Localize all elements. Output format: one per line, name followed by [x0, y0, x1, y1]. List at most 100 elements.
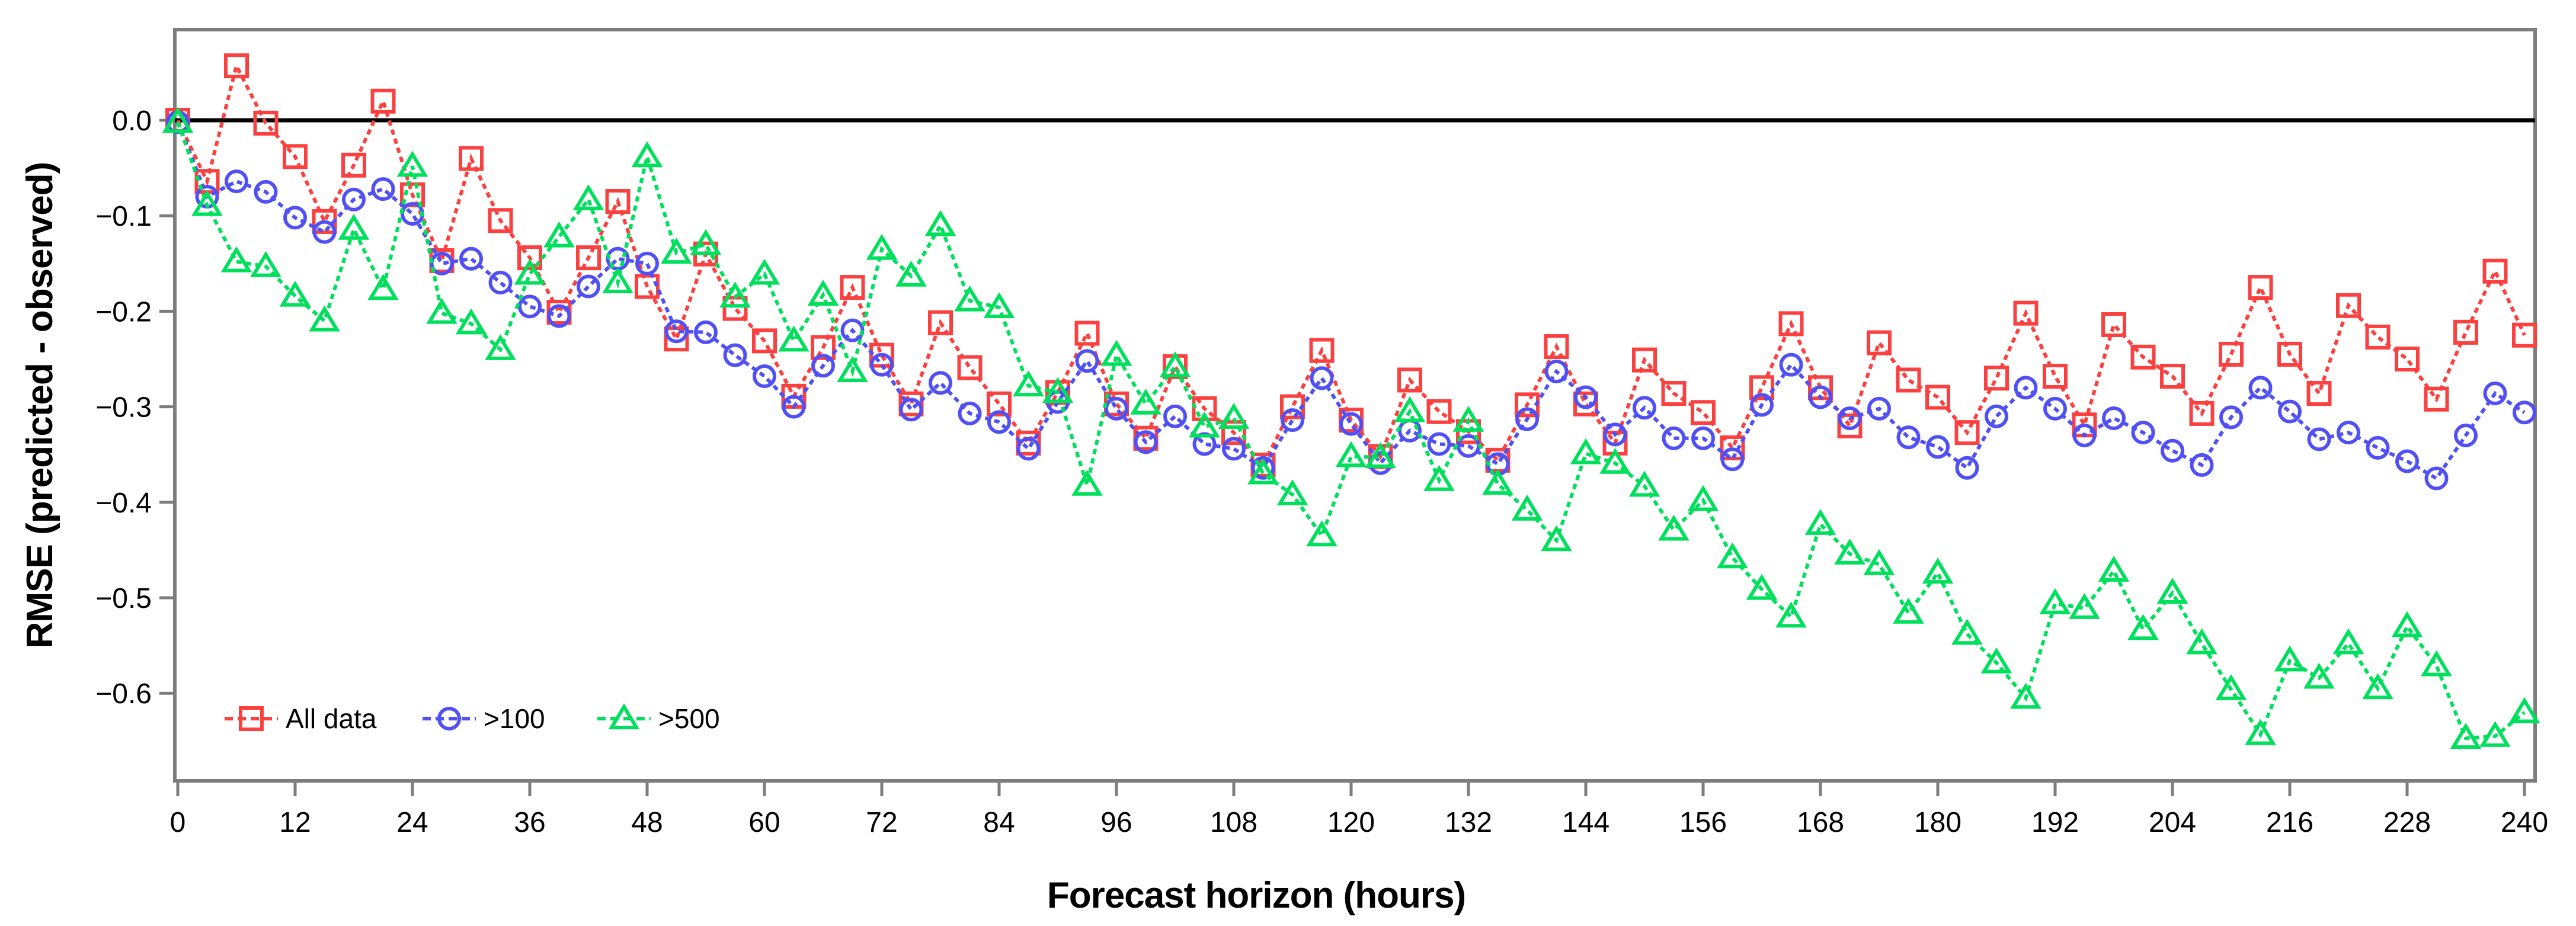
y-tick-label: −0.6: [95, 678, 152, 710]
circle-marker: [518, 294, 542, 319]
triangle-marker: [2479, 720, 2511, 747]
legend-label: >500: [658, 703, 720, 734]
circle-marker: [1750, 393, 1774, 417]
triangle-marker: [924, 210, 956, 236]
circle-marker: [2043, 396, 2067, 421]
square-marker: [1837, 413, 1863, 438]
circle-marker: [1985, 404, 2008, 428]
circle-marker: [1809, 385, 1832, 409]
circle-marker: [2454, 423, 2478, 447]
circle-marker: [1574, 385, 1598, 409]
circle-marker: [1779, 353, 1803, 377]
circle-marker: [2072, 423, 2097, 447]
circle-marker: [664, 319, 689, 344]
circle-marker: [1691, 426, 1715, 450]
circle-marker: [929, 371, 952, 395]
square-marker: [1896, 367, 1921, 393]
triangle-marker: [309, 305, 340, 332]
triangle-marker: [2450, 723, 2482, 749]
triangle-marker: [396, 150, 428, 177]
square-marker: [1397, 367, 1422, 393]
circle-marker: [2161, 438, 2184, 463]
triangle-marker: [602, 267, 633, 294]
circle-marker: [1603, 422, 1627, 447]
triangle-marker: [2508, 697, 2540, 723]
circle-marker: [2219, 405, 2243, 430]
series-line: [176, 121, 2526, 481]
y-axis-ticks: 0.0 −0.1 −0.2 −0.3 −0.4 −0.5 −0.6: [95, 105, 175, 710]
triangle-marker: [162, 107, 194, 133]
square-marker: [224, 53, 249, 79]
triangle-marker: [2391, 611, 2423, 637]
triangle-marker: [1717, 542, 1748, 569]
y-tick-label: 0.0: [112, 105, 152, 137]
triangle-marker: [338, 213, 370, 240]
circle-marker: [1134, 430, 1158, 454]
circle-marker: [753, 364, 776, 389]
triangle-marker: [279, 280, 311, 307]
circle-marker: [547, 304, 571, 328]
square-marker: [1074, 321, 1100, 346]
triangle-marker: [191, 190, 223, 216]
triangle-marker: [837, 356, 868, 382]
circle-marker: [694, 320, 718, 344]
square-marker: [987, 391, 1012, 416]
triangle-marker: [1071, 469, 1103, 496]
circle-marker: [811, 354, 835, 378]
circle-marker: [488, 271, 513, 295]
square-marker: [2189, 400, 2215, 426]
circle-marker: [312, 220, 337, 244]
chart-legend: All data >100 >500: [225, 703, 720, 734]
square-marker: [283, 144, 308, 169]
x-tick-label: 120: [1327, 807, 1375, 838]
triangle-marker: [2127, 614, 2159, 640]
triangle-marker: [690, 229, 722, 255]
triangle-marker: [1306, 520, 1337, 547]
triangle-marker: [1394, 396, 1426, 422]
circle-marker: [1222, 437, 1246, 461]
square-marker: [1573, 391, 1598, 416]
triangle-marker: [2362, 673, 2393, 700]
square-marker: [1720, 435, 1745, 460]
circle-marker: [2483, 382, 2507, 406]
triangle-marker: [608, 703, 640, 729]
square-marker: [635, 274, 660, 299]
triangle-marker: [1804, 509, 1836, 535]
circle-marker: [635, 251, 659, 275]
triangle-marker: [1042, 377, 1074, 403]
circle-marker: [2014, 376, 2038, 400]
legend-item: >500: [597, 703, 720, 734]
circle-marker: [430, 251, 454, 275]
triangle-marker: [455, 308, 487, 335]
triangle-marker: [2303, 662, 2335, 689]
circle-marker: [958, 401, 982, 425]
series-triangle: [162, 107, 2540, 749]
x-tick-label: 0: [170, 807, 186, 838]
square-marker: [1691, 400, 1716, 425]
triangle-marker: [1658, 514, 1689, 541]
square-marker: [957, 355, 983, 380]
circle-marker: [2102, 406, 2126, 430]
triangle-marker: [1599, 447, 1631, 474]
square-marker: [239, 706, 264, 731]
triangle-marker: [2156, 578, 2188, 604]
square-marker: [2277, 341, 2302, 367]
triangle-marker: [2245, 719, 2276, 745]
triangle-marker: [2098, 556, 2130, 582]
y-tick-label: −0.2: [95, 296, 152, 328]
circle-marker: [2190, 453, 2214, 477]
circle-marker: [225, 169, 248, 194]
x-tick-label: 192: [2031, 807, 2079, 838]
triangle-marker: [1541, 525, 1572, 552]
circle-marker: [1867, 396, 1891, 421]
circle-marker: [2307, 427, 2331, 451]
triangle-marker: [572, 184, 604, 210]
triangle-marker: [807, 280, 839, 306]
triangle-marker: [2186, 628, 2217, 655]
circle-marker: [1662, 426, 1686, 450]
square-marker: [1867, 330, 1892, 355]
square-marker: [2336, 293, 2361, 318]
circle-marker: [1926, 435, 1950, 459]
square-marker: [1925, 385, 1950, 410]
x-tick-label: 84: [983, 807, 1015, 838]
